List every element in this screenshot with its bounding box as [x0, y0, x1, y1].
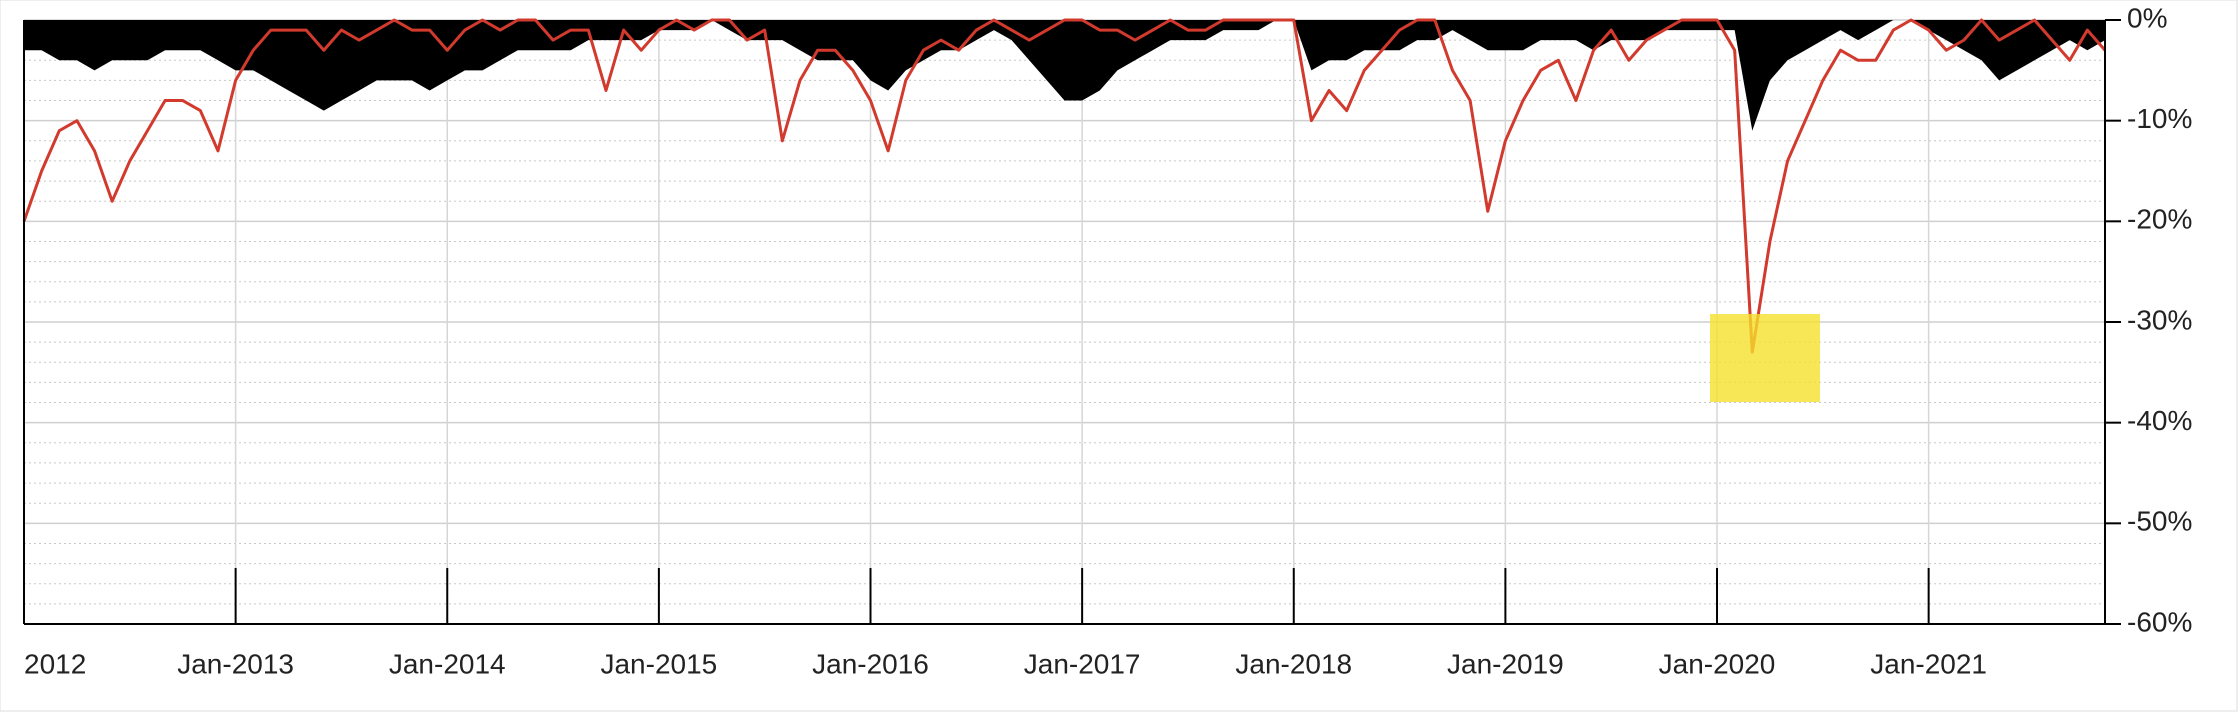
- x-tick-label: Jan-2018: [1235, 648, 1352, 679]
- highlight-box: [1710, 314, 1820, 402]
- x-tick-label: Jan-2015: [600, 648, 717, 679]
- y-tick-label: -40%: [2127, 405, 2192, 436]
- x-tick-label: Jan-2017: [1024, 648, 1141, 679]
- y-tick-label: -30%: [2127, 304, 2192, 335]
- x-tick-label: Jan-2014: [389, 648, 506, 679]
- x-tick-label: Jan-2021: [1870, 648, 1987, 679]
- x-tick-label: 2012: [24, 648, 86, 679]
- drawdown-area: [24, 20, 2105, 131]
- x-tick-label: Jan-2019: [1447, 648, 1564, 679]
- x-tick-label: Jan-2013: [177, 648, 294, 679]
- y-tick-label: -10%: [2127, 103, 2192, 134]
- x-tick-label: Jan-2016: [812, 648, 929, 679]
- y-tick-label: 0%: [2127, 2, 2167, 33]
- axes: 0% -10% -20% -30% -40% -50% -60% 2012 Jan-2013 Ja…: [23, 2, 2192, 679]
- x-tick-label: Jan-2020: [1659, 648, 1776, 679]
- y-tick-label: -50%: [2127, 506, 2192, 537]
- y-tick-label: -60%: [2127, 606, 2192, 637]
- y-tick-label: -20%: [2127, 204, 2192, 235]
